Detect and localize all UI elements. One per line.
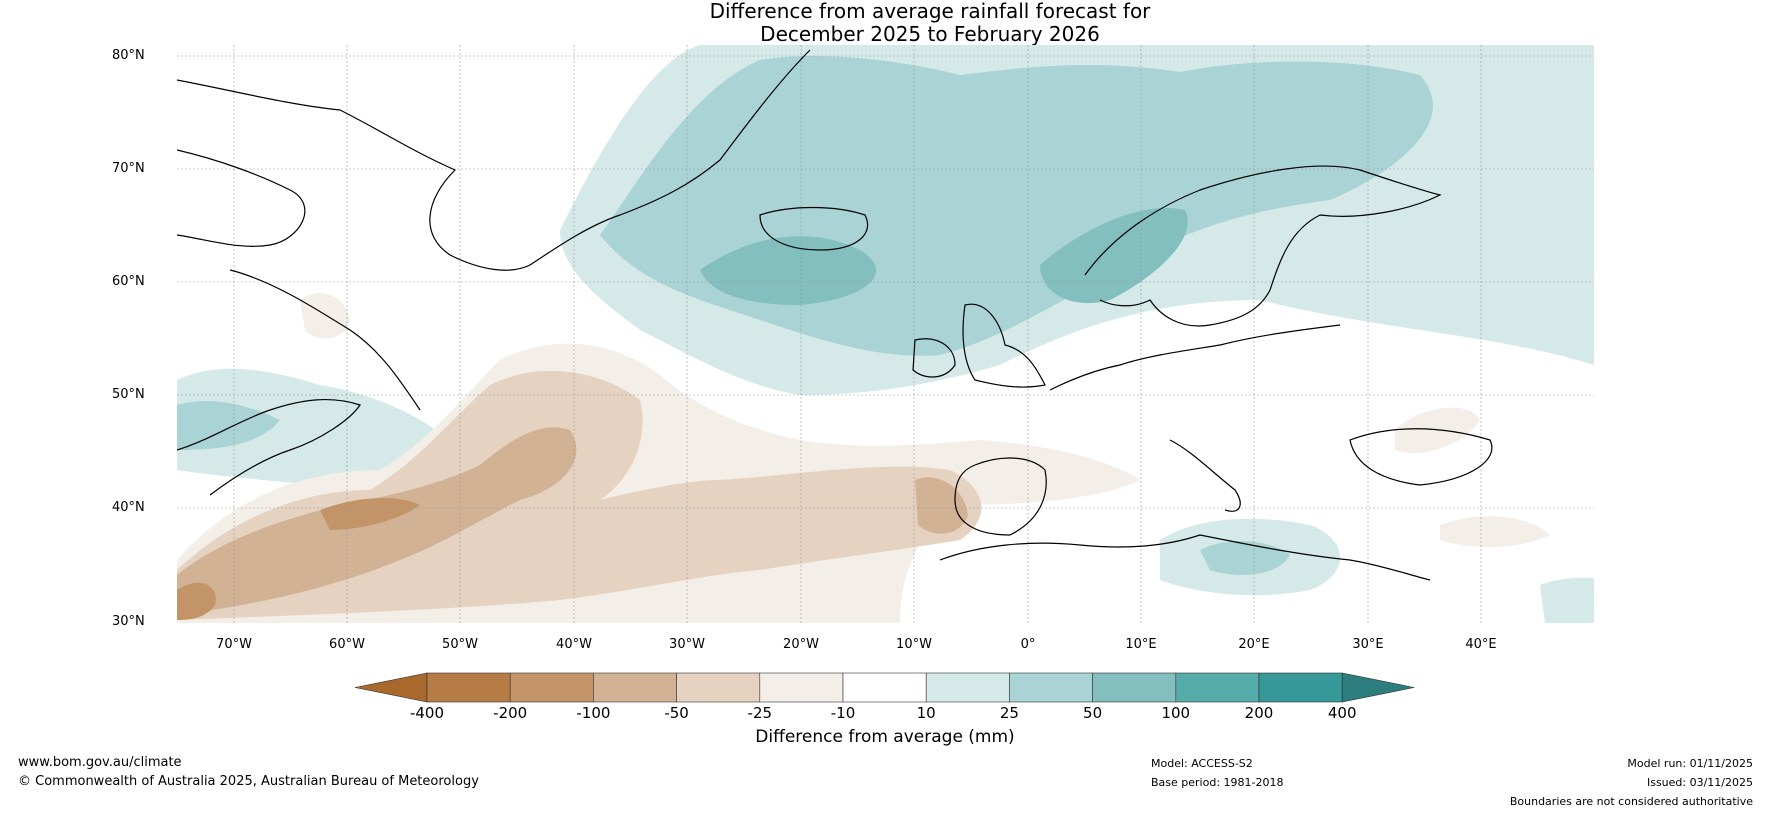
lon-label: 50°W: [442, 637, 478, 652]
lon-label: 60°W: [329, 637, 365, 652]
dry-region-deep: [320, 498, 420, 530]
dry-patch-black-sea: [1395, 407, 1480, 454]
coast-baffin: [177, 149, 306, 247]
wet-region-med-core: [1200, 540, 1290, 575]
lon-label: 30°E: [1352, 637, 1384, 652]
title-line-2: December 2025 to February 2026: [760, 22, 1100, 46]
model-run: Model run: 01/11/2025: [1627, 757, 1753, 770]
coast-scandinavia: [1084, 165, 1442, 327]
title-line-1: Difference from average rainfall forecas…: [709, 0, 1151, 23]
dry-patch-east-med: [1440, 516, 1550, 547]
coast-europe: [1049, 324, 1341, 391]
lon-label: 10°W: [896, 637, 932, 652]
lon-label: 40°W: [556, 637, 592, 652]
dry-region-edge: [177, 582, 216, 620]
coast-ireland: [912, 338, 956, 378]
lon-label: 40°E: [1465, 637, 1497, 652]
coast-black-sea: [1349, 428, 1493, 486]
lat-label: 30°N: [112, 614, 145, 629]
dry-region-iberia: [915, 477, 968, 534]
coast-iceland: [759, 206, 869, 251]
chart-title: Difference from average rainfall forecas…: [0, 0, 1770, 46]
dry-patch-labrador: [300, 292, 350, 339]
lat-label: 40°N: [112, 500, 145, 515]
lat-label: 80°N: [112, 48, 145, 63]
coast-iberia: [954, 457, 1047, 536]
map-field: [177, 45, 1594, 623]
lat-label: 60°N: [112, 274, 145, 289]
base-period: Base period: 1981-2018: [1151, 776, 1284, 789]
colorbar-label: Difference from average (mm): [755, 727, 1015, 747]
coast-greenland: [177, 49, 811, 271]
lat-label: 50°N: [112, 387, 145, 402]
lon-label: 70°W: [216, 637, 252, 652]
lat-label: 70°N: [112, 161, 145, 176]
lon-label: 20°E: [1238, 637, 1270, 652]
copyright: © Commonwealth of Australia 2025, Austra…: [18, 774, 479, 789]
wet-region-west: [177, 368, 460, 487]
issued-date: Issued: 03/11/2025: [1646, 776, 1753, 789]
wet-region-west-core: [177, 400, 280, 450]
lon-label: 30°W: [669, 637, 705, 652]
lon-label: 20°W: [783, 637, 819, 652]
coast-british-isles: [962, 303, 1046, 388]
lon-label: 0°: [1020, 637, 1036, 652]
wet-region-se: [1540, 577, 1594, 623]
wet-region-norway: [1040, 208, 1188, 304]
coast-labrador: [229, 269, 421, 411]
model-name: Model: ACCESS-S2: [1151, 757, 1253, 770]
lon-label: 10°E: [1125, 637, 1157, 652]
coast-north-america: [177, 398, 361, 496]
site-url: www.bom.gov.au/climate: [18, 755, 182, 770]
coast-north-africa: [939, 534, 1431, 581]
disclaimer: Boundaries are not considered authoritat…: [1509, 795, 1753, 808]
coast-italy: [1169, 439, 1241, 512]
wet-region-north-core: [700, 236, 877, 305]
coastlines: [177, 49, 1493, 581]
